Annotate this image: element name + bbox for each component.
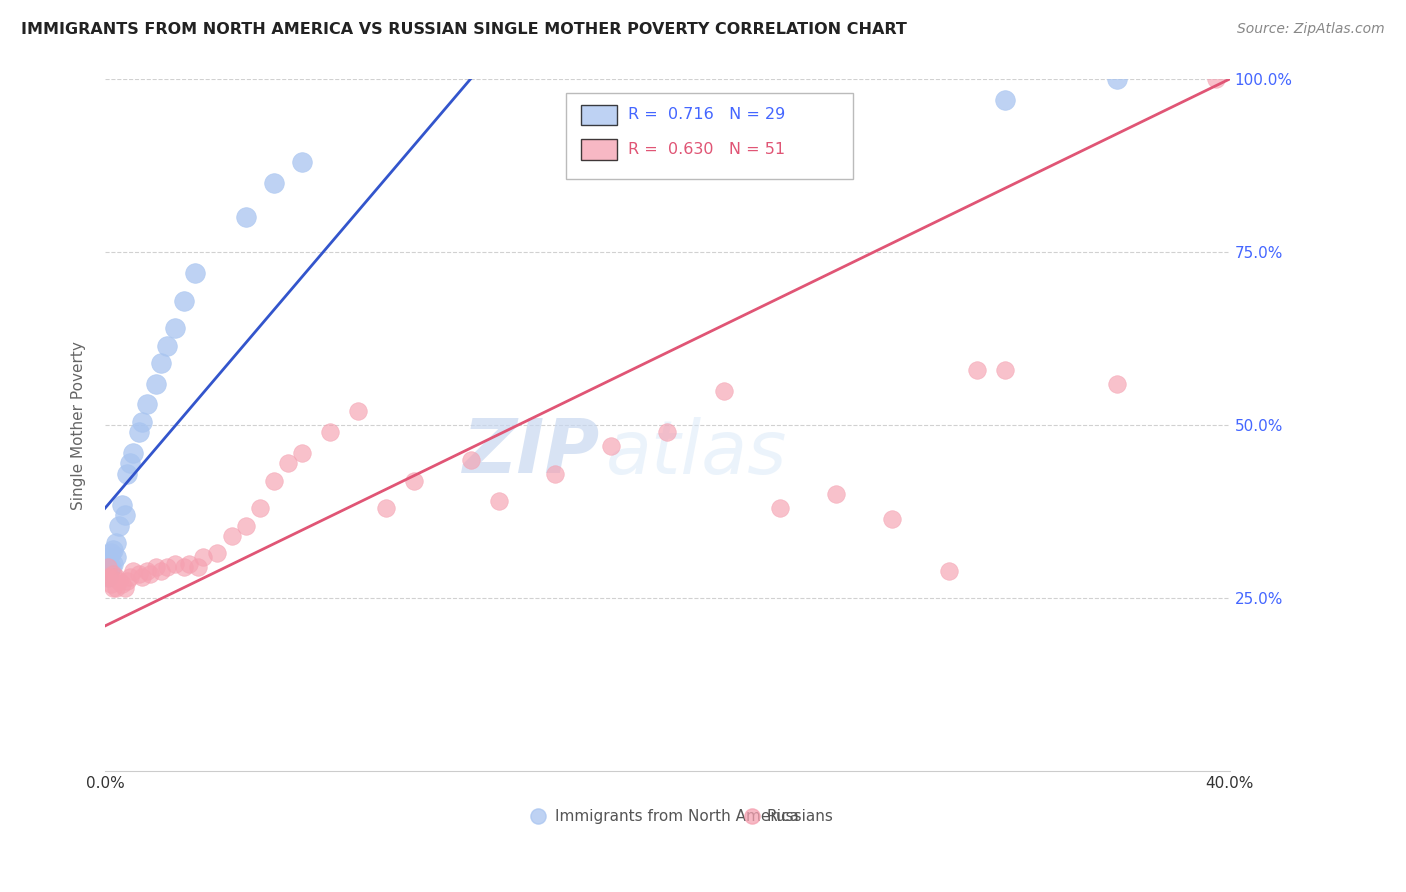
Point [1107, 376, 1129, 391]
Text: R =  0.716   N = 29: R = 0.716 N = 29 [628, 107, 785, 122]
Point [105, 581, 128, 595]
Point [249, 501, 271, 516]
Point [145, 376, 167, 391]
Y-axis label: Single Mother Poverty: Single Mother Poverty [72, 341, 86, 509]
Point [713, 384, 735, 398]
Point [103, 557, 125, 571]
Point [120, 456, 142, 470]
Point [100, 560, 122, 574]
Point [235, 211, 257, 225]
Point [291, 446, 314, 460]
Point [100, 577, 122, 591]
Point [105, 549, 128, 564]
FancyBboxPatch shape [581, 104, 617, 126]
Point [994, 93, 1017, 107]
Point [488, 494, 510, 508]
Point [111, 577, 134, 591]
Point [97, 549, 120, 564]
Point [131, 570, 153, 584]
Point [136, 564, 159, 578]
Point [173, 560, 195, 574]
Point [1177, 809, 1199, 823]
Point [114, 581, 136, 595]
Point [103, 567, 125, 582]
Point [131, 415, 153, 429]
Point [117, 467, 139, 481]
Point [263, 176, 285, 190]
Point [122, 446, 145, 460]
FancyBboxPatch shape [581, 139, 617, 160]
Point [825, 487, 848, 501]
Point [97, 570, 120, 584]
Point [600, 439, 623, 453]
Point [277, 456, 299, 470]
Point [139, 567, 162, 582]
Point [193, 549, 215, 564]
Point [235, 518, 257, 533]
Point [128, 567, 150, 582]
Point [179, 557, 201, 571]
Point [1205, 72, 1227, 87]
Point [156, 560, 179, 574]
Point [404, 474, 426, 488]
Text: atlas: atlas [606, 417, 787, 489]
Point [150, 356, 173, 370]
FancyBboxPatch shape [567, 93, 853, 179]
Point [207, 546, 229, 560]
Text: Source: ZipAtlas.com: Source: ZipAtlas.com [1237, 22, 1385, 37]
Point [938, 564, 960, 578]
Point [97, 570, 120, 584]
Point [97, 560, 120, 574]
Point [105, 570, 128, 584]
Text: Immigrants from North America: Immigrants from North America [555, 809, 799, 824]
Point [136, 397, 159, 411]
Point [128, 425, 150, 439]
Point [319, 425, 342, 439]
Point [994, 363, 1017, 377]
Point [1107, 72, 1129, 87]
Text: Russians: Russians [766, 809, 834, 824]
Point [103, 581, 125, 595]
Point [111, 498, 134, 512]
Point [122, 564, 145, 578]
Point [120, 570, 142, 584]
Text: IMMIGRANTS FROM NORTH AMERICA VS RUSSIAN SINGLE MOTHER POVERTY CORRELATION CHART: IMMIGRANTS FROM NORTH AMERICA VS RUSSIAN… [21, 22, 907, 37]
Point [882, 511, 904, 525]
Point [544, 467, 567, 481]
Point [165, 557, 187, 571]
Point [100, 570, 122, 584]
Point [103, 542, 125, 557]
Text: R =  0.630   N = 51: R = 0.630 N = 51 [628, 142, 785, 157]
Point [114, 508, 136, 523]
Point [156, 338, 179, 352]
Point [108, 574, 131, 588]
Point [150, 564, 173, 578]
Point [184, 266, 207, 280]
Point [263, 474, 285, 488]
Point [105, 536, 128, 550]
Point [108, 518, 131, 533]
Point [769, 501, 792, 516]
Point [347, 404, 370, 418]
Point [117, 574, 139, 588]
Point [460, 452, 482, 467]
Point [100, 546, 122, 560]
Point [291, 155, 314, 169]
Text: ZIP: ZIP [463, 417, 600, 490]
Point [165, 321, 187, 335]
Point [375, 501, 398, 516]
Point [187, 560, 209, 574]
Point [966, 363, 988, 377]
Point [221, 529, 243, 543]
Point [145, 560, 167, 574]
Point [657, 425, 679, 439]
Point [97, 560, 120, 574]
Point [173, 293, 195, 308]
